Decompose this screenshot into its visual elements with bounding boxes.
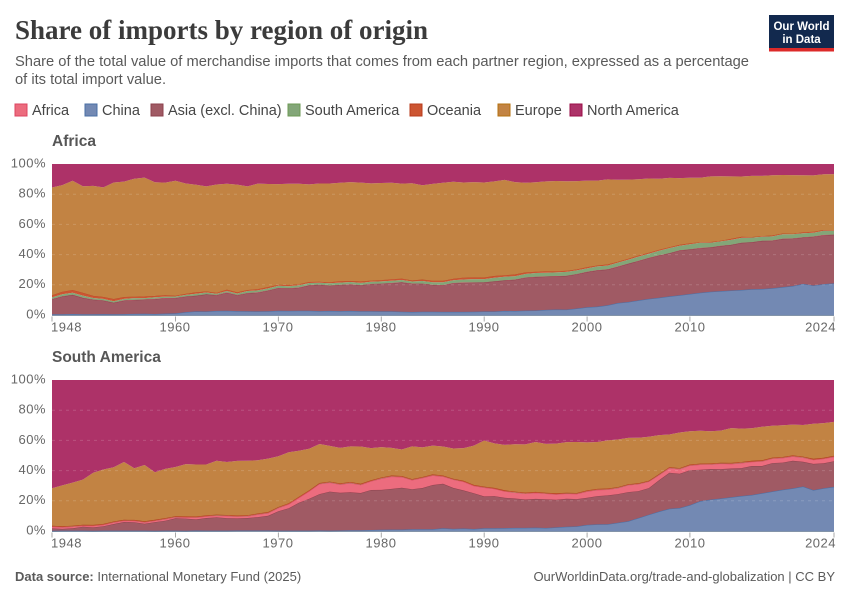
svg-text:60%: 60% xyxy=(18,432,46,447)
svg-text:40%: 40% xyxy=(18,462,46,477)
svg-text:Africa: Africa xyxy=(32,103,70,119)
svg-text:South America: South America xyxy=(52,349,161,366)
svg-text:Africa: Africa xyxy=(52,133,96,150)
svg-text:1948: 1948 xyxy=(51,319,82,334)
svg-text:of its total import value.: of its total import value. xyxy=(15,72,166,88)
svg-text:60%: 60% xyxy=(18,216,46,231)
svg-text:in Data: in Data xyxy=(782,34,821,46)
svg-text:1948: 1948 xyxy=(51,535,82,550)
svg-text:South America: South America xyxy=(305,103,400,119)
svg-text:Share of imports by region of: Share of imports by region of origin xyxy=(15,15,428,45)
svg-text:Our World: Our World xyxy=(773,21,829,33)
svg-text:OurWorldinData.org/trade-and-g: OurWorldinData.org/trade-and-globalizati… xyxy=(533,569,835,584)
svg-text:1980: 1980 xyxy=(366,535,397,550)
svg-text:Data source: International Mon: Data source: International Monetary Fund… xyxy=(15,569,301,584)
svg-text:2000: 2000 xyxy=(572,319,603,334)
svg-text:Asia (excl. China): Asia (excl. China) xyxy=(168,103,282,119)
svg-text:2024: 2024 xyxy=(805,319,836,334)
svg-text:1960: 1960 xyxy=(160,535,191,550)
svg-text:1970: 1970 xyxy=(263,535,294,550)
svg-text:2010: 2010 xyxy=(675,535,706,550)
svg-text:1970: 1970 xyxy=(263,319,294,334)
svg-text:China: China xyxy=(102,103,141,119)
svg-text:40%: 40% xyxy=(18,246,46,261)
svg-text:0%: 0% xyxy=(26,522,46,537)
svg-text:20%: 20% xyxy=(18,276,46,291)
svg-text:100%: 100% xyxy=(11,371,46,386)
svg-text:Europe: Europe xyxy=(515,103,562,119)
svg-text:North America: North America xyxy=(587,103,680,119)
svg-text:1960: 1960 xyxy=(160,319,191,334)
svg-text:2010: 2010 xyxy=(675,319,706,334)
svg-text:20%: 20% xyxy=(18,492,46,507)
svg-text:0%: 0% xyxy=(26,306,46,321)
svg-text:1990: 1990 xyxy=(469,535,500,550)
svg-text:2000: 2000 xyxy=(572,535,603,550)
svg-text:1980: 1980 xyxy=(366,319,397,334)
svg-text:1990: 1990 xyxy=(469,319,500,334)
svg-text:2024: 2024 xyxy=(805,535,836,550)
svg-text:80%: 80% xyxy=(18,186,46,201)
svg-text:Oceania: Oceania xyxy=(427,103,482,119)
svg-text:Share of the total value of me: Share of the total value of merchandise … xyxy=(15,54,749,70)
svg-text:100%: 100% xyxy=(11,155,46,170)
svg-text:80%: 80% xyxy=(18,402,46,417)
